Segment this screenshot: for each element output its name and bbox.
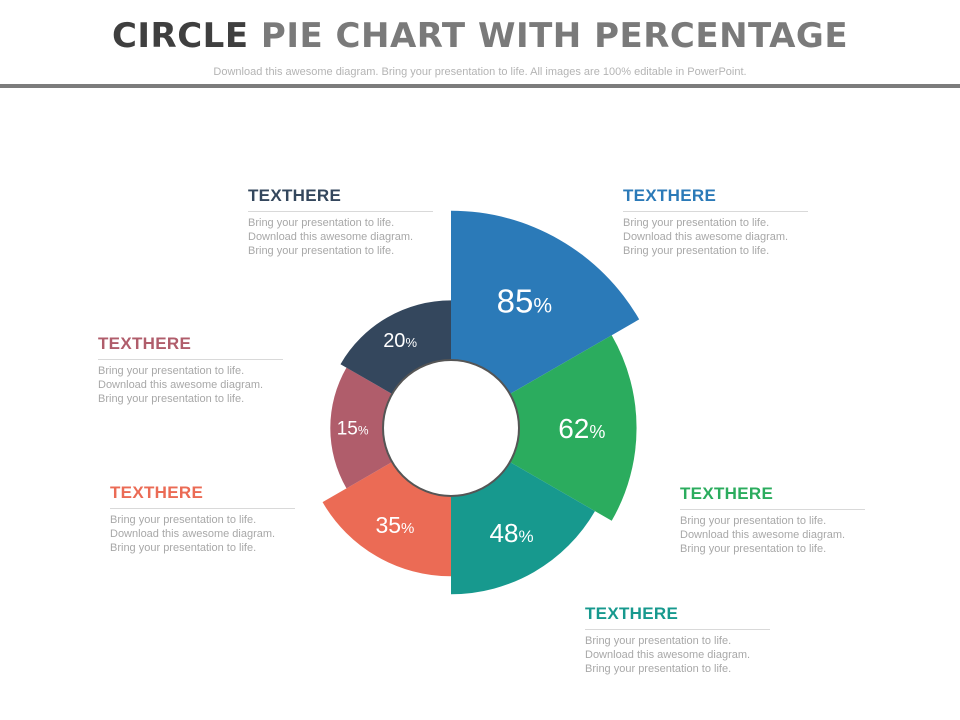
- pie-slice-15: [330, 367, 393, 489]
- label-line: Bring your presentation to life.: [110, 514, 257, 526]
- page-title: CIRCLE PIE CHART WITH PERCENTAGE: [0, 16, 960, 56]
- center-hole: [382, 359, 520, 497]
- label-heading: TEXTHERE: [623, 186, 808, 212]
- pie-slice-85: [451, 210, 640, 394]
- pie-slice-62: [509, 335, 637, 521]
- label-block-62: TEXTHERE Bring your presentation to life…: [680, 484, 865, 556]
- label-line: Bring your presentation to life.: [248, 245, 395, 257]
- slice-label-62: 62%: [558, 413, 605, 444]
- label-block-20: TEXTHERE Bring your presentation to life…: [248, 186, 433, 258]
- label-line: Download this awesome diagram.: [248, 231, 414, 243]
- label-heading: TEXTHERE: [98, 334, 283, 360]
- label-line: Download this awesome diagram.: [623, 231, 789, 243]
- label-heading: TEXTHERE: [110, 483, 295, 509]
- label-heading: TEXTHERE: [585, 604, 770, 630]
- label-heading: TEXTHERE: [680, 484, 865, 510]
- label-line: Bring your presentation to life.: [585, 635, 732, 647]
- slice-label-35: 35%: [375, 512, 414, 538]
- pie-slice-35: [322, 462, 451, 577]
- pie-slice-20: [340, 300, 451, 394]
- label-line: Bring your presentation to life.: [680, 543, 827, 555]
- label-line: Download this awesome diagram.: [680, 529, 846, 541]
- label-block-48: TEXTHERE Bring your presentation to life…: [585, 604, 770, 676]
- label-line: Bring your presentation to life.: [110, 542, 257, 554]
- label-line: Bring your presentation to life.: [623, 245, 770, 257]
- slice-label-15: 15%: [337, 419, 369, 440]
- label-block-35: TEXTHERE Bring your presentation to life…: [110, 483, 295, 555]
- label-line: Bring your presentation to life.: [248, 217, 395, 229]
- label-block-15: TEXTHERE Bring your presentation to life…: [98, 334, 283, 406]
- label-line: Bring your presentation to life.: [680, 515, 827, 527]
- slice-label-85: 85%: [497, 283, 552, 320]
- page-title-part2: PIE CHART WITH PERCENTAGE: [248, 16, 849, 56]
- label-heading: TEXTHERE: [248, 186, 433, 212]
- label-line: Bring your presentation to life.: [585, 663, 732, 675]
- label-line: Download this awesome diagram.: [585, 649, 751, 661]
- page-subtitle: Download this awesome diagram. Bring you…: [213, 66, 747, 78]
- label-line: Bring your presentation to life.: [98, 365, 245, 377]
- label-line: Download this awesome diagram.: [98, 379, 264, 391]
- slice-label-20: 20%: [383, 330, 417, 352]
- page-title-part1: CIRCLE: [111, 16, 249, 56]
- label-line: Bring your presentation to life.: [623, 217, 770, 229]
- pie-slice-48: [451, 462, 595, 595]
- slice-labels: 85% 62% 48% 35% 15% 20%: [337, 283, 606, 548]
- pie-slices: [322, 210, 640, 595]
- label-block-85: TEXTHERE Bring your presentation to life…: [623, 186, 808, 258]
- label-line: Bring your presentation to life.: [98, 393, 245, 405]
- slice-label-48: 48%: [490, 518, 534, 548]
- label-line: Download this awesome diagram.: [110, 528, 276, 540]
- header-divider: [0, 84, 960, 88]
